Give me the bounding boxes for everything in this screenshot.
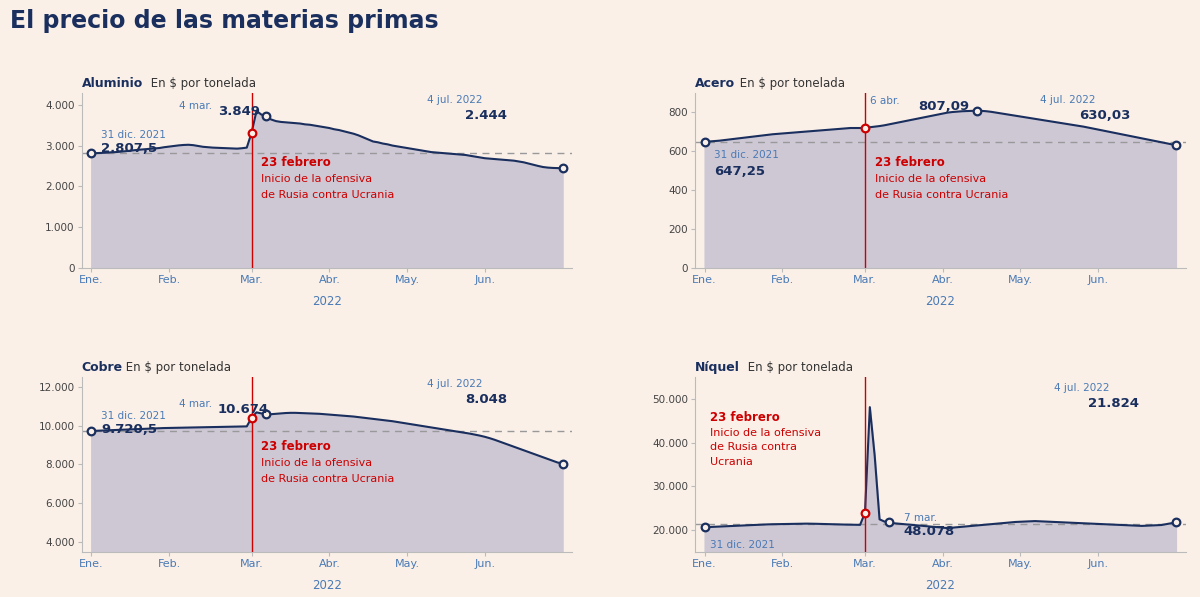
Text: 2022: 2022 [925,579,955,592]
Text: 630,03: 630,03 [1079,109,1130,122]
Text: Inicio de la ofensiva: Inicio de la ofensiva [875,174,986,184]
Text: 31 dic. 2021: 31 dic. 2021 [714,150,779,159]
Text: Inicio de la ofensiva: Inicio de la ofensiva [709,427,821,438]
Text: Cobre: Cobre [82,361,122,374]
Text: Aluminio: Aluminio [82,76,143,90]
Text: 23 febrero: 23 febrero [262,156,331,169]
Text: Inicio de la ofensiva: Inicio de la ofensiva [262,174,372,184]
Text: 4 jul. 2022: 4 jul. 2022 [1040,95,1096,105]
Text: 647,25: 647,25 [714,165,766,178]
Text: En $ por tonelada: En $ por tonelada [146,76,256,90]
Text: Inicio de la ofensiva: Inicio de la ofensiva [262,458,372,468]
Text: 3.849: 3.849 [217,105,259,118]
Text: En $ por tonelada: En $ por tonelada [744,361,853,374]
Text: Acero: Acero [695,76,736,90]
Text: 48.078: 48.078 [904,525,955,538]
Text: 4 jul. 2022: 4 jul. 2022 [1055,383,1110,393]
Text: 2022: 2022 [312,295,342,308]
Text: de Rusia contra Ucrania: de Rusia contra Ucrania [262,190,395,200]
Text: 4 jul. 2022: 4 jul. 2022 [426,379,482,389]
Text: 8.048: 8.048 [466,393,508,406]
Text: 6 abr.: 6 abr. [870,96,900,106]
Text: 2022: 2022 [312,579,342,592]
Text: de Rusia contra Ucrania: de Rusia contra Ucrania [262,474,395,484]
Text: 31 dic. 2021: 31 dic. 2021 [709,540,774,550]
Text: 23 febrero: 23 febrero [875,156,944,169]
Text: En $ por tonelada: En $ por tonelada [736,76,845,90]
Text: 9.720,5: 9.720,5 [101,423,157,436]
Text: 4 mar.: 4 mar. [179,101,212,111]
Text: 7 mar.: 7 mar. [904,513,937,522]
Text: 2022: 2022 [925,295,955,308]
Text: Níquel: Níquel [695,361,740,374]
Text: de Rusia contra: de Rusia contra [709,442,797,453]
Text: 23 febrero: 23 febrero [262,441,331,454]
Text: 31 dic. 2021: 31 dic. 2021 [101,411,166,421]
Text: Ucrania: Ucrania [709,457,752,467]
Text: 23 febrero: 23 febrero [709,411,779,424]
Text: 4 mar.: 4 mar. [179,399,212,409]
Text: 807,09: 807,09 [918,100,970,113]
Text: En $ por tonelada: En $ por tonelada [122,361,232,374]
Text: 4 jul. 2022: 4 jul. 2022 [426,95,482,105]
Text: 2.807,5: 2.807,5 [101,141,157,155]
Text: El precio de las materias primas: El precio de las materias primas [10,9,438,33]
Text: 21.824: 21.824 [1088,396,1140,410]
Text: de Rusia contra Ucrania: de Rusia contra Ucrania [875,190,1008,200]
Text: 31 dic. 2021: 31 dic. 2021 [101,130,166,140]
Text: 10.674: 10.674 [217,403,269,416]
Text: 2.444: 2.444 [466,109,508,122]
